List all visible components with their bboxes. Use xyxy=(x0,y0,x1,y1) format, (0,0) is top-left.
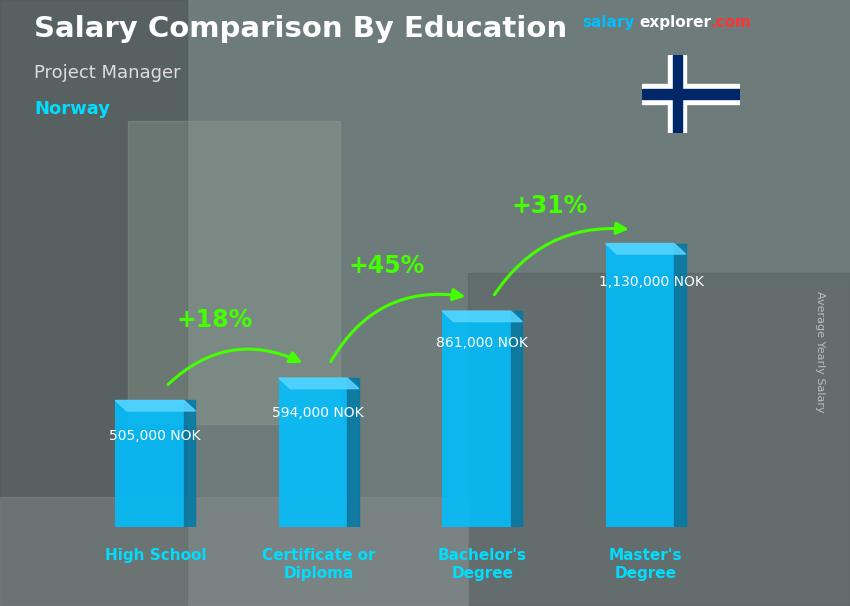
FancyBboxPatch shape xyxy=(116,401,184,527)
Text: Master's
Degree: Master's Degree xyxy=(609,548,683,581)
Text: 1,130,000 NOK: 1,130,000 NOK xyxy=(599,275,704,289)
Text: Bachelor's
Degree: Bachelor's Degree xyxy=(438,548,527,581)
Text: Norway: Norway xyxy=(34,100,110,118)
Text: .com: .com xyxy=(711,15,751,30)
Text: Average Yearly Salary: Average Yearly Salary xyxy=(815,291,825,412)
FancyBboxPatch shape xyxy=(442,311,511,527)
FancyBboxPatch shape xyxy=(279,378,348,527)
Bar xyxy=(642,89,740,99)
Bar xyxy=(128,121,340,424)
Polygon shape xyxy=(442,311,522,322)
Text: 594,000 NOK: 594,000 NOK xyxy=(272,406,364,420)
Polygon shape xyxy=(674,244,686,527)
Polygon shape xyxy=(279,378,359,388)
Bar xyxy=(668,55,686,133)
Text: +31%: +31% xyxy=(512,193,588,218)
Text: explorer: explorer xyxy=(639,15,711,30)
Bar xyxy=(468,273,850,606)
Bar xyxy=(0,497,468,606)
Text: +18%: +18% xyxy=(177,308,253,331)
Polygon shape xyxy=(348,378,359,527)
Polygon shape xyxy=(511,311,522,527)
Polygon shape xyxy=(184,401,196,527)
FancyBboxPatch shape xyxy=(605,244,674,527)
Text: Certificate or
Diploma: Certificate or Diploma xyxy=(262,548,376,581)
Text: 505,000 NOK: 505,000 NOK xyxy=(109,428,201,442)
Polygon shape xyxy=(605,244,686,254)
Polygon shape xyxy=(116,401,196,411)
Text: Salary Comparison By Education: Salary Comparison By Education xyxy=(34,15,567,43)
Text: +45%: +45% xyxy=(348,254,425,278)
Text: salary: salary xyxy=(582,15,635,30)
Bar xyxy=(0,0,187,606)
Bar xyxy=(642,84,740,104)
Bar xyxy=(673,55,682,133)
Text: 861,000 NOK: 861,000 NOK xyxy=(435,336,528,350)
Text: Project Manager: Project Manager xyxy=(34,64,180,82)
Text: High School: High School xyxy=(105,548,207,564)
